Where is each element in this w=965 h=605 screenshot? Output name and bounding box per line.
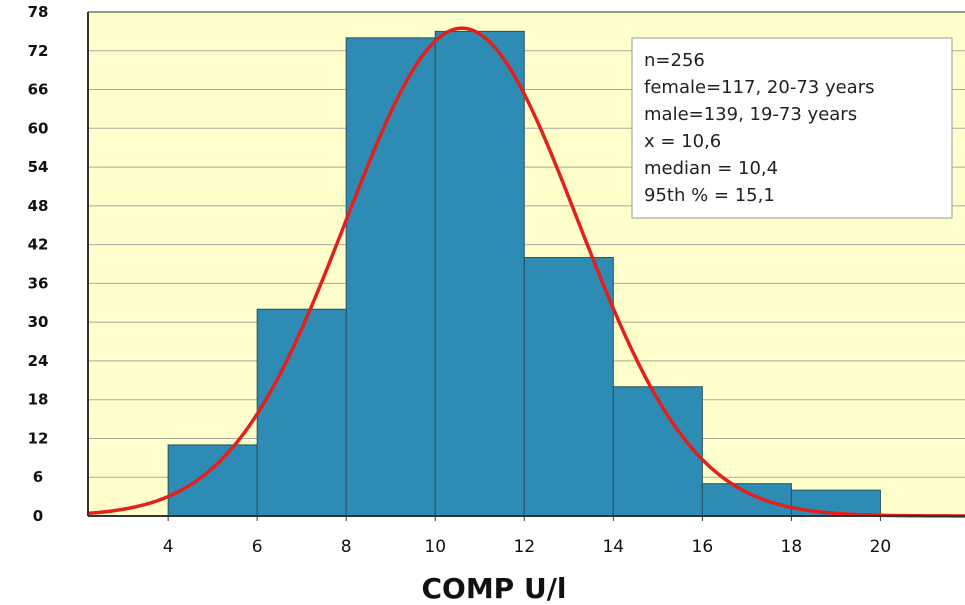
legend-line-median: median = 10,4 (644, 158, 778, 179)
legend-line-mean: x = 10,6 (644, 131, 721, 152)
x-tick-label-18: 18 (781, 537, 803, 557)
y-tick-label-66: 66 (28, 81, 49, 99)
bar-4-6 (167, 444, 258, 517)
x-tick-label-16: 16 (692, 537, 714, 557)
legend-background (631, 37, 953, 219)
y-tick-label-72: 72 (28, 42, 49, 60)
bar-14-16 (612, 386, 703, 517)
y-tick-label-24: 24 (28, 352, 49, 370)
y-tick-label-0: 0 (33, 507, 43, 525)
bar-10-12 (434, 30, 525, 517)
y-tick-label-36: 36 (28, 274, 49, 292)
y-tick-label-78: 78 (28, 3, 49, 21)
x-axis-label: COMP U/l (421, 572, 566, 605)
x-tick-label-6: 6 (252, 537, 263, 557)
x-tick-label-4: 4 (163, 537, 174, 557)
legend-line-95th-percentile: 95th % = 15,1 (644, 185, 775, 206)
x-tick-label-8: 8 (341, 537, 352, 557)
legend-line-n: n=256 (644, 50, 705, 71)
y-tick-label-42: 42 (28, 236, 49, 254)
normal-distribution-curve (87, 26, 965, 518)
y-tick-label-48: 48 (28, 197, 49, 215)
x-tick-label-20: 20 (870, 537, 892, 557)
y-tick-label-60: 60 (28, 119, 49, 137)
bar-16-18 (701, 483, 792, 517)
x-axis-tick-labels: 4 6 8 10 12 14 16 18 20 (163, 516, 892, 557)
legend-box: n=256 female=117, 20-73 years male=139, … (631, 37, 953, 219)
y-axis-tick-labels: 0 6 12 18 24 30 36 42 48 54 60 66 72 78 (28, 3, 49, 525)
y-tick-label-54: 54 (28, 158, 49, 176)
y-tick-label-18: 18 (28, 391, 49, 409)
x-tick-label-12: 12 (513, 537, 535, 557)
bar-12-14 (523, 257, 614, 517)
y-tick-label-12: 12 (28, 429, 49, 447)
histogram-bars (167, 30, 881, 517)
y-tick-label-30: 30 (28, 313, 49, 331)
x-tick-label-10: 10 (424, 537, 446, 557)
x-tick-label-14: 14 (602, 537, 624, 557)
bar-6-8 (256, 308, 347, 517)
axes (87, 11, 965, 517)
y-tick-label-6: 6 (33, 468, 43, 486)
legend-line-male: male=139, 19-73 years (644, 104, 857, 125)
legend-line-female: female=117, 20-73 years (644, 77, 875, 98)
